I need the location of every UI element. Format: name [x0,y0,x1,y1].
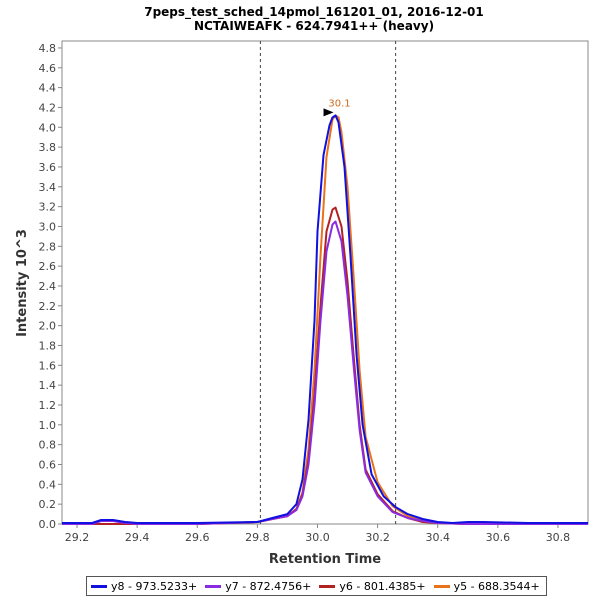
legend-item: y7 - 872.4756+ [205,580,311,593]
y-tick-label: 3.0 [39,220,57,233]
y-tick-label: 2.8 [39,240,57,253]
chart-subtitle: NCTAIWEAFK - 624.7941++ (heavy) [194,19,434,33]
x-axis: 29.2 29.4 29.6 29.8 30.0 30.2 30.4 30.6 30.8 [65,524,570,544]
legend-swatch [433,584,450,588]
x-tick-label: 30.8 [546,531,571,544]
series-line [62,114,588,524]
y-tick-label: 0.8 [39,439,57,452]
y-tick-label: 1.8 [39,339,57,352]
chart-legend: y8 - 973.5233+ y7 - 872.4756+ y6 - 801.438… [86,576,547,596]
peak-label: 30.1 [328,98,350,109]
legend-item: y5 - 688.3544+ [433,579,540,593]
y-tick-label: 3.6 [39,161,57,174]
x-tick-label: 29.8 [245,531,270,544]
y-tick-label: 2.2 [39,300,57,313]
y-tick-label: 1.4 [39,379,57,392]
y-tick-label: 2.0 [39,320,57,333]
x-tick-label: 30.6 [486,531,511,544]
legend-label: y6 - 801.4385+ [339,579,426,593]
y-tick-label: 0.0 [39,518,57,531]
legend-swatch [91,584,107,588]
y-tick-label: 1.0 [39,419,57,432]
y-tick-label: 0.4 [39,478,57,491]
y-tick-label: 2.6 [39,260,57,273]
x-tick-label: 30.2 [365,531,390,544]
integration-boundaries [259,41,397,524]
legend-item: y6 - 801.4385+ [319,579,426,593]
y-tick-label: 3.4 [39,181,57,194]
y-tick-label: 0.6 [39,458,57,471]
series-lines [62,114,588,525]
y-axis-title: Intensity 10^3 [15,229,30,337]
peak-annotation: 30.1 [323,98,351,117]
y-tick-label: 3.2 [39,201,57,214]
y-tick-label: 2.4 [39,280,57,293]
legend-label: y5 - 688.3544+ [453,579,540,593]
x-tick-label: 29.4 [125,531,150,544]
y-axis: 0.0 0.2 0.4 0.6 0.8 1.0 1.2 1.4 1.6 1.8 2.0 2.2 2.4 2… [39,42,62,531]
x-tick-label: 29.2 [65,531,90,544]
legend-swatch [205,584,222,588]
y-tick-label: 0.2 [39,498,57,511]
y-tick-label: 4.2 [39,101,57,114]
plot-area [61,40,589,525]
y-tick-label: 1.6 [39,359,57,372]
legend-item: y8 - 973.5233+ [91,580,197,593]
x-axis-title: Retention Time [269,552,381,567]
x-tick-label: 30.4 [425,531,450,544]
legend-swatch [319,584,336,588]
y-tick-label: 4.4 [39,82,57,95]
y-tick-label: 4.6 [39,62,57,75]
y-tick-label: 4.8 [39,42,57,55]
peak-marker-icon [323,108,334,117]
legend-label: y7 - 872.4756+ [225,579,312,593]
y-tick-label: 4.0 [39,121,57,134]
chart-title: 7peps_test_sched_14pmol_161201_01, 2016-… [144,5,484,20]
y-tick-label: 3.8 [39,141,57,154]
x-tick-label: 29.6 [185,531,210,544]
legend-label: y8 - 973.5233+ [111,579,198,593]
x-tick-label: 30.0 [305,531,330,544]
y-tick-label: 1.2 [39,399,57,412]
